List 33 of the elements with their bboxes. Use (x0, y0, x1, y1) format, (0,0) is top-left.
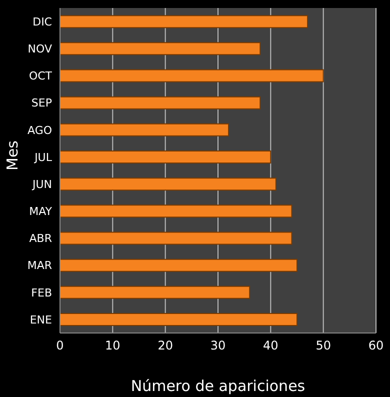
y-tick-label: JUL (34, 150, 53, 164)
bar (60, 69, 324, 82)
y-tick-label: AGO (27, 124, 52, 137)
y-tick-label: JUN (31, 178, 52, 191)
x-tick-label: 20 (158, 338, 173, 353)
y-tick-label: OCT (28, 70, 52, 83)
bar (60, 42, 261, 56)
x-tick-label: 50 (316, 338, 331, 353)
y-tick-label: ENE (30, 313, 52, 326)
bar (60, 178, 276, 191)
bar (60, 313, 298, 326)
y-axis-title: Mes (3, 140, 22, 170)
bar (60, 96, 261, 110)
x-tick-label: 60 (368, 338, 384, 353)
y-tick-label: MAY (29, 205, 52, 218)
x-axis-title: Número de apariciones (130, 377, 306, 395)
bar (60, 286, 250, 299)
bar (60, 150, 272, 164)
x-tick-label: 0 (56, 338, 64, 353)
y-tick-label: SEP (31, 96, 52, 110)
bar (60, 232, 292, 245)
x-tick-label: 30 (210, 338, 226, 353)
y-tick-label: MAR (27, 259, 52, 272)
x-tick-label: 10 (105, 338, 120, 353)
bar (60, 258, 298, 272)
y-tick-label: ABR (29, 232, 52, 246)
y-tick-label: DIC (32, 15, 52, 28)
y-tick-label: FEB (31, 286, 52, 300)
bar (60, 15, 308, 28)
x-tick-label: 40 (263, 338, 278, 353)
y-tick-label: NOV (28, 42, 52, 56)
bar (60, 204, 292, 218)
bar (60, 123, 230, 136)
